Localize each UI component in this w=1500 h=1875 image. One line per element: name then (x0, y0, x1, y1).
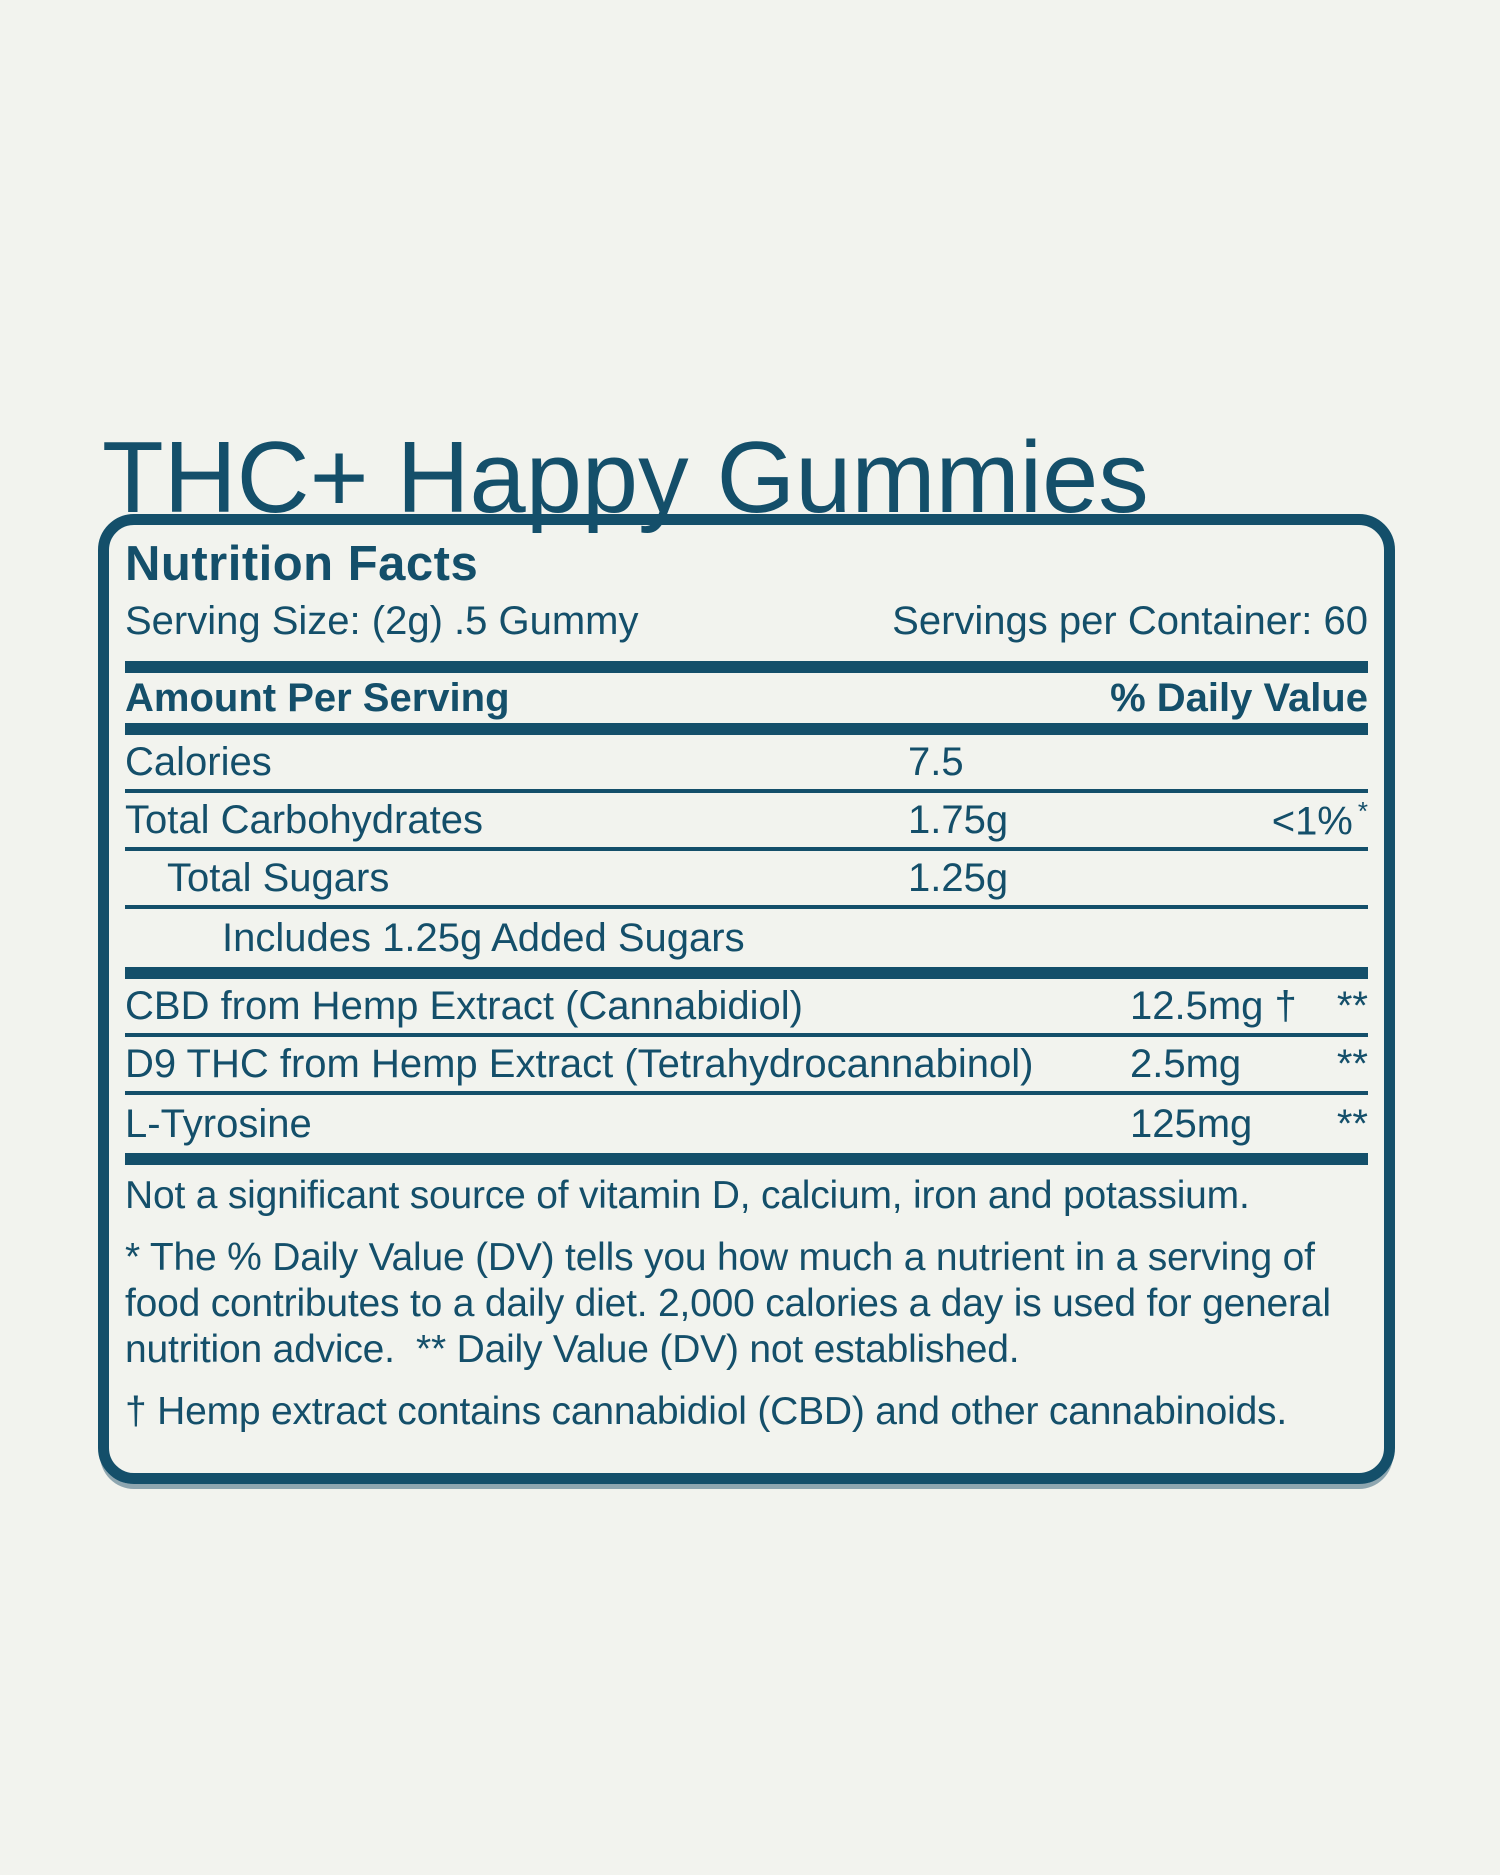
nutrient-amount: 2.5mg (1130, 1041, 1242, 1086)
nutrient-name: D9 THC from Hemp Extract (Tetrahydrocann… (125, 1041, 1034, 1086)
nutrient-name: Includes 1.25g Added Sugars (222, 915, 745, 960)
nutrient-name: CBD from Hemp Extract (Cannabidiol) (125, 983, 803, 1028)
section-divider-thick (125, 723, 1368, 735)
nutrient-amount: 12.5mg † (1130, 983, 1297, 1028)
nutrient-daily-value: ** (1336, 1101, 1368, 1146)
servings-per-container: Servings per Container: 60 (892, 599, 1368, 643)
nutrient-amount: 125mg (1130, 1101, 1253, 1146)
nutrient-row: D9 THC from Hemp Extract (Tetrahydrocann… (125, 1037, 1368, 1095)
amount-per-serving-header: Amount Per Serving (125, 675, 510, 720)
section-divider-thick (125, 661, 1368, 673)
nutrient-amount: 1.25g (908, 855, 1009, 900)
footnote-1: Not a significant source of vitamin D, c… (125, 1174, 1250, 1217)
nutrient-daily-value: <1% * (1271, 795, 1368, 844)
nutrient-row: Total Carbohydrates 1.75g <1% * (125, 793, 1368, 851)
serving-size: Serving Size: (2g) .5 Gummy (125, 599, 639, 643)
nutrition-facts-panel: Nutrition Facts Serving Size: (2g) .5 Gu… (98, 514, 1395, 1484)
macro-nutrient-rows: Calories 7.5 Total Carbohydrates 1.75g <… (125, 735, 1368, 967)
serving-info-row: Serving Size: (2g) .5 Gummy Servings per… (125, 597, 1368, 645)
nutrient-row: CBD from Hemp Extract (Cannabidiol) 12.5… (125, 979, 1368, 1037)
nutrition-facts-heading: Nutrition Facts (125, 537, 479, 591)
footnote-2: * The % Daily Value (DV) tells you how m… (125, 1236, 1331, 1371)
page-title: THC+ Happy Gummies (102, 421, 1149, 534)
nutrient-name: Total Sugars (167, 855, 390, 900)
section-divider-thick (125, 967, 1368, 979)
nutrient-name: L-Tyrosine (125, 1101, 312, 1146)
nutrient-amount: 1.75g (908, 797, 1009, 842)
daily-value-note: * (1357, 795, 1368, 826)
column-headers-row: Amount Per Serving % Daily Value (125, 673, 1368, 723)
nutrient-name: Calories (125, 739, 272, 784)
active-ingredient-rows: CBD from Hemp Extract (Cannabidiol) 12.5… (125, 979, 1368, 1153)
percent-daily-value-header: % Daily Value (1110, 675, 1368, 720)
nutrient-name: Total Carbohydrates (125, 797, 483, 842)
nutrient-daily-value: ** (1336, 1041, 1368, 1086)
nutrient-row: L-Tyrosine 125mg ** (125, 1095, 1368, 1153)
nutrient-row: Total Sugars 1.25g (125, 851, 1368, 909)
nutrient-row: Calories 7.5 (125, 735, 1368, 793)
nutrient-daily-value: ** (1336, 983, 1368, 1028)
footnote-3: † Hemp extract contains cannabidiol (CBD… (125, 1390, 1287, 1433)
nutrient-amount: 7.5 (908, 739, 964, 784)
footnotes: Not a significant source of vitamin D, c… (125, 1173, 1368, 1435)
section-divider-thick (125, 1153, 1368, 1165)
nutrient-row: Includes 1.25g Added Sugars (125, 909, 1368, 967)
